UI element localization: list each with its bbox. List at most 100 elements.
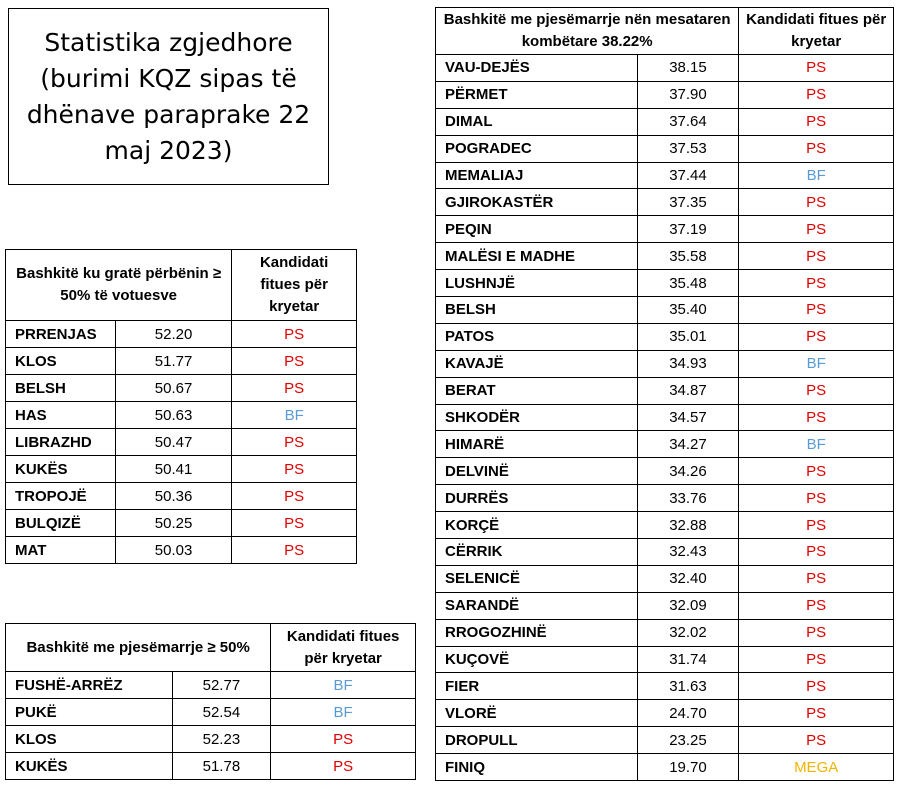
table-row: KLOS 51.77 PS — [5, 347, 357, 375]
municipality-name: MAT — [5, 536, 116, 564]
winning-party: PS — [738, 215, 894, 244]
municipality-name: FINIQ — [435, 753, 638, 782]
percentage-value: 32.40 — [636, 564, 740, 593]
municipality-name: MALËSI E MADHE — [435, 242, 638, 271]
percentage-value: 37.90 — [636, 80, 740, 109]
municipality-name: KORÇË — [435, 511, 638, 540]
table-row: POGRADEC 37.53 PS — [435, 134, 894, 163]
winning-party: PS — [738, 107, 894, 136]
winning-party: PS — [738, 591, 894, 620]
high-turnout-header-winner: Kandidati fitues për kryetar — [270, 623, 416, 672]
women-table-header-municipality: Bashkitë ku gratë përbënin ≥ 50% të votu… — [4, 249, 233, 321]
municipality-name: DROPULL — [435, 726, 638, 755]
winning-party: BF — [270, 671, 416, 699]
winning-party: PS — [738, 699, 894, 728]
percentage-value: 50.36 — [114, 482, 233, 510]
winning-party: PS — [231, 509, 357, 537]
winning-party: PS — [738, 376, 894, 405]
winning-party: PS — [231, 482, 357, 510]
winning-party: PS — [738, 296, 894, 324]
municipality-name: LUSHNJË — [435, 269, 638, 298]
winning-party: PS — [738, 726, 894, 755]
percentage-value: 37.35 — [636, 188, 740, 217]
winning-party: PS — [738, 403, 894, 432]
winning-party: PS — [270, 725, 416, 753]
table-row: HAS 50.63 BF — [5, 401, 357, 429]
municipality-name: BELSH — [5, 374, 116, 402]
winning-party: PS — [738, 645, 894, 674]
table-row: DURRËS 33.76 PS — [435, 484, 894, 513]
winning-party: PS — [738, 80, 894, 109]
winning-party: PS — [738, 54, 894, 82]
winning-party: PS — [738, 672, 894, 701]
table-row: CËRRIK 32.43 PS — [435, 538, 894, 566]
percentage-value: 50.47 — [114, 428, 233, 456]
high-turnout-table: Bashkitë me pjesëmarrje ≥ 50% Kandidati … — [4, 623, 416, 780]
municipality-name: GJIROKASTËR — [435, 188, 638, 217]
winning-party: BF — [738, 161, 894, 190]
municipality-name: BERAT — [435, 376, 638, 405]
table-row: KUÇOVË 31.74 PS — [435, 645, 894, 674]
municipality-name: VAU-DEJËS — [435, 54, 638, 82]
table-row: PËRMET 37.90 PS — [435, 80, 894, 109]
percentage-value: 24.70 — [636, 699, 740, 728]
municipality-name: KUKËS — [5, 752, 173, 780]
percentage-value: 52.77 — [171, 671, 272, 699]
low-turnout-header-municipality: Bashkitë me pjesëmarrje nën mesataren ko… — [434, 7, 740, 55]
municipality-name: LIBRAZHD — [5, 428, 116, 456]
table-row: MEMALIAJ 37.44 BF — [435, 161, 894, 190]
winning-party: MEGA — [738, 753, 894, 782]
percentage-value: 52.20 — [114, 320, 233, 348]
table-row: VAU-DEJËS 38.15 PS — [435, 54, 894, 82]
winning-party: PS — [231, 320, 357, 348]
winning-party: BF — [738, 430, 894, 459]
winning-party: PS — [231, 428, 357, 456]
municipality-name: BULQIZË — [5, 509, 116, 537]
table-row: LIBRAZHD 50.47 PS — [5, 428, 357, 456]
percentage-value: 50.25 — [114, 509, 233, 537]
winning-party: PS — [738, 269, 894, 298]
municipality-name: SARANDË — [435, 591, 638, 620]
percentage-value: 37.53 — [636, 134, 740, 163]
table-row: DIMAL 37.64 PS — [435, 107, 894, 136]
municipality-name: CËRRIK — [435, 538, 638, 566]
municipality-name: PATOS — [435, 322, 638, 351]
percentage-value: 32.43 — [636, 538, 740, 566]
municipality-name: KAVAJË — [435, 349, 638, 378]
percentage-value: 34.27 — [636, 430, 740, 459]
table-row: VLORË 24.70 PS — [435, 699, 894, 728]
municipality-name: DIMAL — [435, 107, 638, 136]
municipality-name: POGRADEC — [435, 134, 638, 163]
winning-party: PS — [738, 618, 894, 647]
winning-party: PS — [738, 564, 894, 593]
winning-party: PS — [231, 536, 357, 564]
table-row: RROGOZHINË 32.02 PS — [435, 618, 894, 647]
winning-party: PS — [231, 455, 357, 483]
municipality-name: PËRMET — [435, 80, 638, 109]
winning-party: BF — [231, 401, 357, 429]
municipality-name: FIER — [435, 672, 638, 701]
high-turnout-header-municipality: Bashkitë me pjesëmarrje ≥ 50% — [4, 623, 272, 672]
table-row: DROPULL 23.25 PS — [435, 726, 894, 755]
table-row: SELENICË 32.40 PS — [435, 564, 894, 593]
percentage-value: 37.64 — [636, 107, 740, 136]
table-row: MALËSI E MADHE 35.58 PS — [435, 242, 894, 271]
winning-party: BF — [270, 698, 416, 726]
table-row: FUSHË-ARRËZ 52.77 BF — [5, 671, 416, 699]
percentage-value: 35.01 — [636, 322, 740, 351]
winning-party: PS — [270, 752, 416, 780]
winning-party: PS — [231, 374, 357, 402]
percentage-value: 37.44 — [636, 161, 740, 190]
table-row: FIER 31.63 PS — [435, 672, 894, 701]
winning-party: PS — [738, 242, 894, 271]
winning-party: PS — [738, 538, 894, 566]
winning-party: PS — [738, 457, 894, 486]
percentage-value: 52.54 — [171, 698, 272, 726]
percentage-value: 34.57 — [636, 403, 740, 432]
percentage-value: 38.15 — [636, 54, 740, 82]
table-row: PUKË 52.54 BF — [5, 698, 416, 726]
winning-party: PS — [738, 322, 894, 351]
table-row: PATOS 35.01 PS — [435, 322, 894, 351]
percentage-value: 51.78 — [171, 752, 272, 780]
percentage-value: 34.87 — [636, 376, 740, 405]
